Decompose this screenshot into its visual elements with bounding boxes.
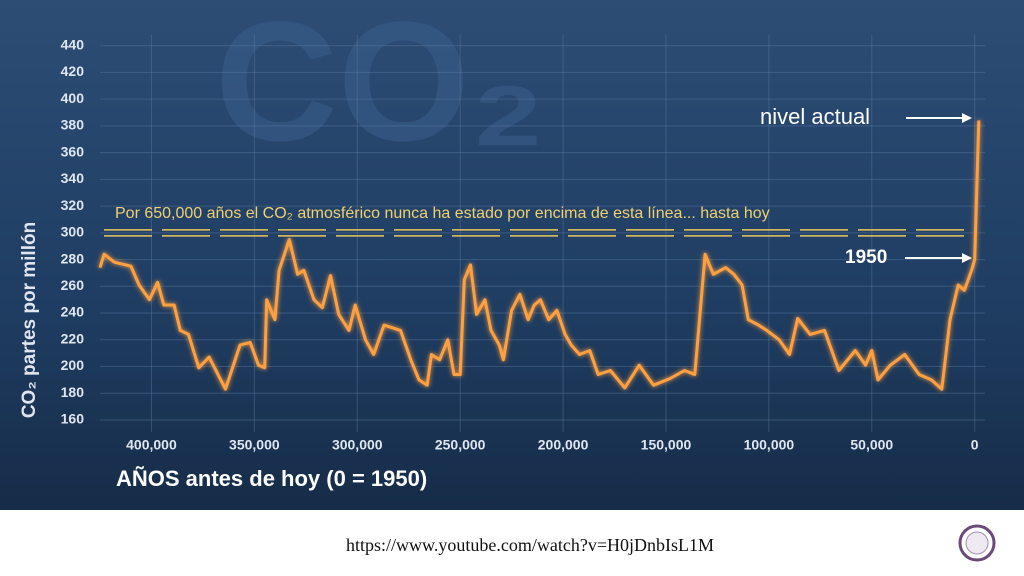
data-line bbox=[98, 120, 981, 391]
y-tick-label: 400 bbox=[61, 90, 85, 106]
chart-background bbox=[0, 0, 1024, 510]
y-tick-label: 320 bbox=[61, 197, 85, 213]
y-tick-label: 340 bbox=[61, 170, 85, 186]
annotation: nivel actual bbox=[760, 104, 870, 129]
threshold-label: Por 650,000 años el CO₂ atmosférico nunc… bbox=[115, 205, 770, 222]
y-tick-label: 200 bbox=[61, 357, 85, 373]
x-tick-label: 0 bbox=[971, 437, 979, 453]
y-tick-label: 420 bbox=[61, 63, 85, 79]
footer-url: https://www.youtube.com/watch?v=H0jDnbIs… bbox=[346, 535, 714, 555]
x-tick-label: 200,000 bbox=[538, 437, 589, 453]
x-tick-label: 100,000 bbox=[744, 437, 795, 453]
arrowhead bbox=[962, 253, 972, 263]
y-tick-label: 260 bbox=[61, 277, 85, 293]
x-tick-label: 350,000 bbox=[229, 437, 280, 453]
arrowhead bbox=[962, 113, 972, 123]
x-axis-label: AÑOS antes de hoy (0 = 1950) bbox=[116, 466, 427, 491]
y-tick-label: 220 bbox=[61, 330, 85, 346]
y-tick-label: 240 bbox=[61, 304, 85, 320]
x-tick-label: 150,000 bbox=[641, 437, 692, 453]
y-tick-label: 440 bbox=[61, 36, 85, 52]
x-tick-label: 400,000 bbox=[126, 437, 177, 453]
x-tick-label: 50,000 bbox=[850, 437, 893, 453]
plot: 160 180 200 220 240 260 280 300 320 340 360 380 400 4… bbox=[61, 35, 985, 453]
y-tick-label: 380 bbox=[61, 117, 85, 133]
y-tick-label: 180 bbox=[61, 384, 85, 400]
y-tick-label: 280 bbox=[61, 250, 85, 266]
y-tick-label: 160 bbox=[61, 411, 85, 427]
x-tick-label: 250,000 bbox=[435, 437, 486, 453]
y-tick-label: 300 bbox=[61, 224, 85, 240]
page-badge-inner bbox=[965, 531, 989, 555]
y-tick-label: 360 bbox=[61, 143, 85, 159]
y-axis-label: CO₂ partes por millón bbox=[19, 222, 40, 418]
watermark: CO₂ bbox=[215, 0, 546, 177]
annotation: 1950 bbox=[845, 247, 887, 268]
x-tick-label: 300,000 bbox=[332, 437, 383, 453]
